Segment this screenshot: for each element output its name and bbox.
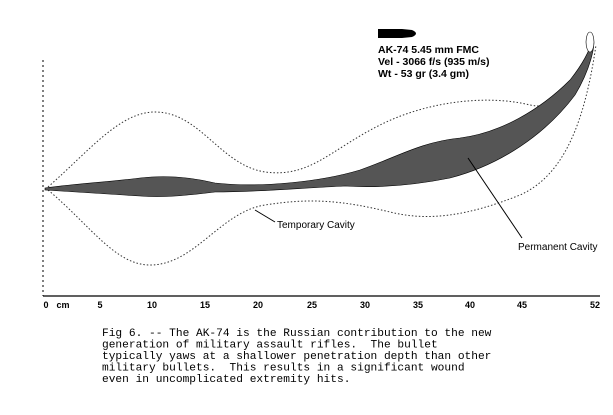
tick-label: 5 (97, 300, 102, 310)
bullet-case (378, 29, 402, 38)
bullet-tip (402, 29, 416, 38)
caption: Fig 6. -- The AK-74 is the Russian contr… (102, 328, 492, 386)
caption-line: Fig 6. -- The AK-74 is the Russian contr… (102, 328, 492, 340)
leader-line (467, 157, 523, 239)
caption-line: typically yaws at a shallower penetratio… (102, 351, 491, 363)
exit (585, 31, 595, 53)
permanent-cavity (44, 31, 595, 197)
axes (42, 60, 600, 297)
tick-label: cm (56, 300, 69, 310)
wound-track (44, 37, 595, 197)
tick-label: 10 (147, 300, 157, 310)
bullet-name: AK-74 5.45 mm FMC (378, 44, 479, 56)
tick-label: 45 (517, 300, 527, 310)
caption-line: military bullets. This results in a sign… (102, 363, 465, 375)
caption-line: even in uncomplicated extremity hits. (102, 374, 350, 386)
tick-label: 30 (360, 300, 370, 310)
bullet-velocity: Vel - 3066 f/s (935 m/s) (378, 56, 489, 68)
lower-boundary (47, 44, 597, 266)
tick-label: 20 (253, 300, 263, 310)
upper-boundary (47, 41, 593, 188)
permanent-label: Permanent Cavity (518, 242, 597, 253)
tick-label: 52 (590, 300, 600, 310)
tick-label: 35 (413, 300, 423, 310)
tick-label: 25 (307, 300, 317, 310)
temporary-label: Temporary Cavity (277, 220, 355, 231)
caption-line: generation of military assault rifles. T… (102, 340, 438, 352)
tick-label: 15 (200, 300, 210, 310)
bullet-icon (378, 29, 416, 38)
bullet-weight: Wt - 53 gr (3.4 gm) (378, 68, 469, 80)
tick-labels: 0 cm 5 10 15 20 25 30 35 40 45 52 (43, 300, 600, 310)
temporary-cavity (47, 41, 597, 266)
tick-label: 40 (465, 300, 475, 310)
leader-line (254, 209, 276, 223)
tick-label: 0 (43, 300, 48, 310)
